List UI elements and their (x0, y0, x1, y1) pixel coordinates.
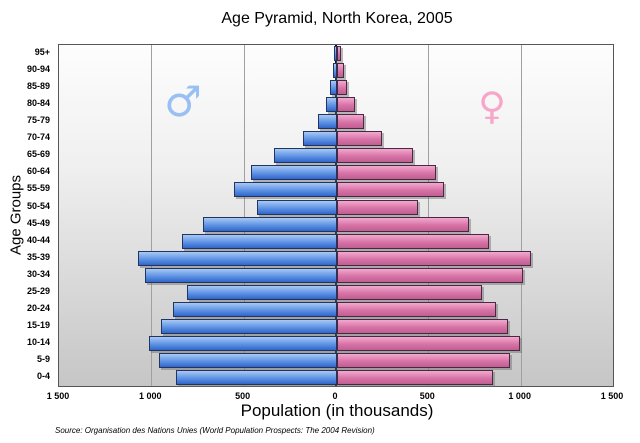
bar-male-5-9 (158, 352, 337, 368)
x-tick-500-left: 500 (235, 391, 251, 401)
age-label-5-9: 5-9 (36, 353, 50, 364)
gridline-1000-left (151, 45, 153, 386)
bar-female-15-19 (337, 318, 508, 334)
source-note: Source: Organisation des Nations Unies (… (55, 426, 375, 435)
bar-male-45-49 (203, 216, 337, 232)
bar-female-90-94 (337, 63, 345, 79)
bar-male-25-29 (187, 284, 337, 300)
age-label-80-84: 80-84 (26, 98, 50, 109)
bar-male-15-19 (160, 318, 337, 334)
bar-male-55-59 (234, 182, 337, 198)
bar-female-50-54 (337, 199, 419, 215)
bar-male-60-64 (251, 165, 337, 181)
male-symbol-icon: ♂ (164, 77, 202, 126)
bar-female-65-69 (337, 148, 413, 164)
bar-female-95+ (337, 46, 341, 61)
bar-male-0-4 (176, 369, 337, 385)
age-label-65-69: 65-69 (26, 149, 50, 160)
age-label-95+: 95+ (34, 47, 50, 57)
bar-female-30-34 (337, 267, 523, 283)
gridline-500-left (243, 45, 245, 386)
bar-female-75-79 (337, 114, 365, 130)
bar-female-35-39 (337, 250, 532, 266)
x-tick-1500-right: 1 500 (600, 391, 624, 401)
gridline-500-right (428, 45, 430, 386)
x-tick-1500-left: 1 500 (46, 391, 70, 401)
x-tick-1000-left: 1 000 (139, 391, 162, 401)
female-symbol-icon: ♀ (478, 84, 506, 128)
zero-axis-line (335, 45, 337, 386)
bar-female-0-4 (337, 369, 494, 385)
age-label-40-44: 40-44 (26, 234, 50, 245)
age-label-15-19: 15-19 (26, 319, 50, 330)
bar-male-50-54 (257, 199, 337, 215)
bar-male-30-34 (144, 267, 337, 283)
bar-female-25-29 (337, 284, 483, 300)
bar-male-75-79 (317, 114, 337, 130)
bar-female-55-59 (337, 182, 445, 198)
bar-male-95+ (334, 46, 337, 61)
bar-female-60-64 (337, 165, 436, 181)
age-label-20-24: 20-24 (26, 302, 50, 313)
bar-male-10-14 (148, 335, 337, 351)
bar-female-40-44 (337, 233, 489, 249)
age-label-55-59: 55-59 (26, 183, 50, 194)
bar-female-10-14 (337, 335, 520, 351)
x-tick-0: 0 (332, 391, 338, 401)
bar-male-40-44 (181, 233, 337, 249)
x-tick-1000-right: 1 000 (508, 391, 531, 401)
bar-male-20-24 (172, 301, 337, 317)
bar-female-70-74 (337, 131, 382, 147)
gridline-1000-right (520, 45, 522, 386)
age-label-35-39: 35-39 (26, 251, 50, 262)
age-label-0-4: 0-4 (36, 370, 50, 381)
bar-female-80-84 (337, 97, 355, 113)
age-label-50-54: 50-54 (26, 200, 50, 211)
age-label-30-34: 30-34 (26, 268, 50, 279)
bar-male-35-39 (138, 250, 337, 266)
x-axis-title: Population (in thousands) (240, 401, 434, 420)
plot-area: ♂ ♀ (58, 44, 614, 387)
bar-female-5-9 (337, 352, 510, 368)
age-label-75-79: 75-79 (26, 115, 50, 126)
age-label-10-14: 10-14 (26, 336, 50, 347)
age-label-60-64: 60-64 (26, 166, 50, 177)
age-label-45-49: 45-49 (26, 217, 50, 228)
bar-female-85-89 (337, 80, 348, 96)
bar-male-70-74 (303, 131, 337, 147)
x-tick-500-right: 500 (419, 391, 435, 401)
bar-female-20-24 (337, 301, 496, 317)
bar-female-45-49 (337, 216, 470, 232)
age-label-85-89: 85-89 (26, 81, 50, 92)
age-label-90-94: 90-94 (26, 64, 50, 74)
chart-title: Age Pyramid, North Korea, 2005 (221, 10, 453, 27)
age-label-70-74: 70-74 (26, 132, 50, 143)
age-label-25-29: 25-29 (26, 285, 50, 296)
bar-male-65-69 (274, 148, 337, 164)
bar-male-90-94 (333, 63, 337, 79)
bar-male-85-89 (330, 80, 337, 96)
bar-male-80-84 (325, 97, 337, 113)
